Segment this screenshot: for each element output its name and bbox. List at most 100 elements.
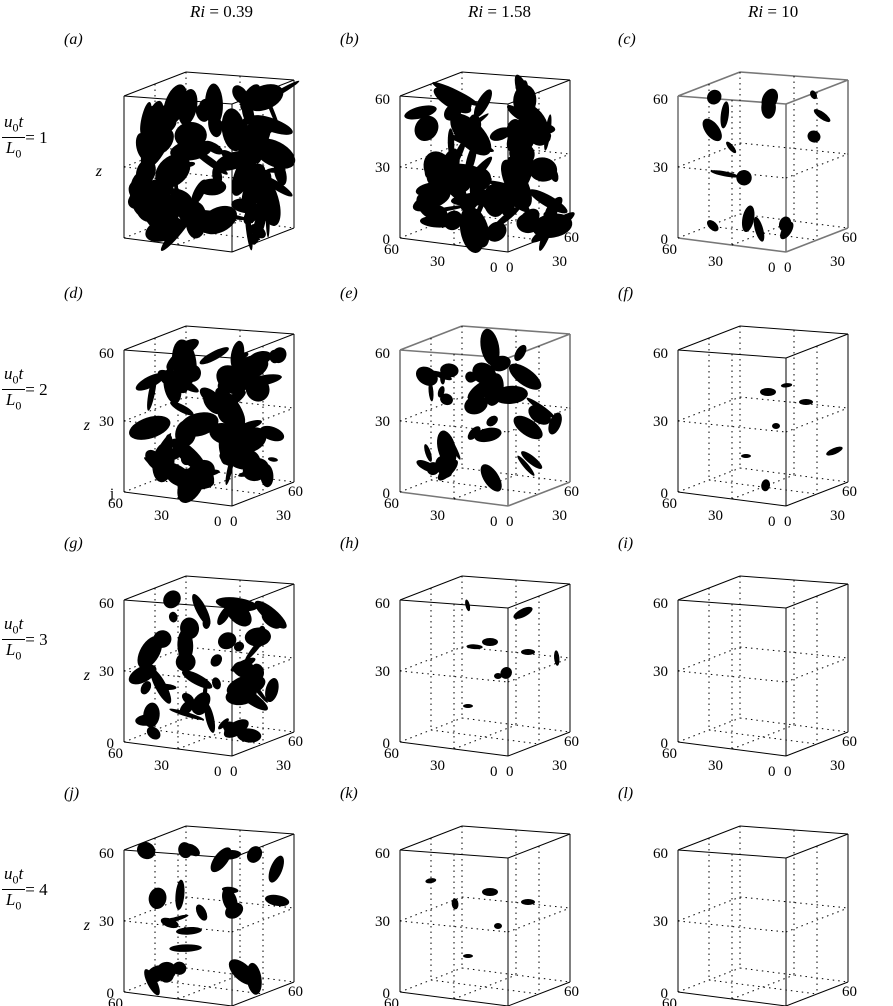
structure-blob xyxy=(415,366,438,386)
structure-blob xyxy=(140,120,172,169)
structure-blob xyxy=(760,388,776,396)
structure-blob xyxy=(707,220,719,232)
structure-blob xyxy=(267,457,278,462)
xy-tick-label: 30 xyxy=(430,254,445,270)
z-tick-label: 0 xyxy=(383,736,391,752)
column-title-1: Ri = 0.39 xyxy=(190,2,253,21)
structure-blob xyxy=(534,130,552,142)
structure-blob xyxy=(799,399,813,405)
structure-blob xyxy=(736,169,752,186)
structure-blob xyxy=(233,641,245,652)
structure-blob xyxy=(210,654,223,667)
structure-blob xyxy=(807,130,821,143)
z-tick-label: 30 xyxy=(375,160,390,176)
structure-blob xyxy=(218,718,229,730)
structure-blob xyxy=(129,415,171,440)
structure-blob xyxy=(466,644,483,650)
structure-blob xyxy=(265,167,286,173)
panel-label: (c) xyxy=(618,31,636,48)
structure-blob xyxy=(440,363,459,378)
structure-blob xyxy=(521,451,543,469)
row-label-2: u0t L0 = 2 xyxy=(2,364,48,413)
structure-blob xyxy=(726,141,737,154)
structure-blob xyxy=(192,594,211,626)
structure-blob xyxy=(217,375,239,394)
xy-tick-label: 0 xyxy=(490,764,498,780)
structure-blob xyxy=(508,174,532,203)
panel-label: (d) xyxy=(64,285,83,302)
structure-blob xyxy=(232,661,257,679)
structure-blob xyxy=(472,366,489,383)
structure-blob xyxy=(446,433,461,460)
structure-blob xyxy=(168,611,178,623)
structure-blob xyxy=(437,386,445,398)
structure-blob xyxy=(539,206,558,251)
structure-blob xyxy=(741,454,751,458)
structure-blob xyxy=(146,726,161,740)
structure-blob xyxy=(425,878,437,884)
structure-blob xyxy=(163,590,181,609)
structure-blob xyxy=(246,846,263,863)
structure-blob xyxy=(508,363,542,390)
structure-blob xyxy=(459,206,485,253)
structure-blob xyxy=(137,635,163,669)
z-tick-label: 60 xyxy=(99,346,114,362)
z-tick-label: 30 xyxy=(99,664,114,680)
structure-blob xyxy=(753,216,765,242)
structure-blob xyxy=(235,117,248,145)
structure-blob xyxy=(493,385,528,405)
structure-blob xyxy=(231,198,259,214)
structure-blob xyxy=(155,153,191,188)
xy-tick-label: 60 xyxy=(564,230,579,246)
structure-blob xyxy=(179,700,195,716)
row-label-3: u0t L0 = 3 xyxy=(2,614,48,663)
structure-blob xyxy=(474,427,502,443)
structure-blob xyxy=(265,678,279,703)
xy-tick-label: 0 xyxy=(230,514,238,530)
structure-blob xyxy=(221,886,239,894)
structure-blob xyxy=(440,393,453,406)
structure-blob xyxy=(772,423,780,429)
xy-tick-label: 0 xyxy=(214,514,222,530)
structure-blob xyxy=(548,412,562,435)
xy-tick-label: 60 xyxy=(564,734,579,750)
structure-blob xyxy=(463,954,473,958)
structure-blob xyxy=(486,415,498,427)
structure-blob xyxy=(212,677,221,690)
xy-tick-label: 0 xyxy=(506,514,514,530)
structure-blob xyxy=(494,923,502,929)
structure-blob xyxy=(178,198,202,224)
z-tick-label: 0 xyxy=(661,736,669,752)
structure-blob xyxy=(513,415,543,440)
xy-tick-label: 0 xyxy=(784,764,792,780)
z-tick-label: j xyxy=(109,486,114,502)
structure-blob xyxy=(702,118,722,142)
z-tick-label: 60 xyxy=(375,846,390,862)
xy-tick-label: 60 xyxy=(662,996,677,1006)
structure-blob xyxy=(136,841,156,860)
z-tick-label: 30 xyxy=(99,414,114,430)
structure-blob xyxy=(231,355,269,382)
structure-blob xyxy=(707,89,722,105)
structure-blob xyxy=(218,438,232,466)
structure-blob xyxy=(181,670,213,689)
z-tick-label: 30 xyxy=(375,914,390,930)
structure-blob xyxy=(128,664,157,685)
structure-blob xyxy=(149,201,182,232)
xy-tick-label: 0 xyxy=(768,764,776,780)
structure-blob xyxy=(268,855,284,883)
structure-blob xyxy=(467,426,481,440)
structure-blob xyxy=(515,80,529,120)
z-axis-label: z xyxy=(83,667,91,684)
structure-blob xyxy=(212,166,223,186)
structure-blob xyxy=(199,387,221,405)
z-tick-label: 30 xyxy=(653,414,668,430)
structure-blob xyxy=(529,189,568,214)
column-title-2: Ri = 1.58 xyxy=(468,2,531,21)
structure-blob xyxy=(269,349,280,364)
